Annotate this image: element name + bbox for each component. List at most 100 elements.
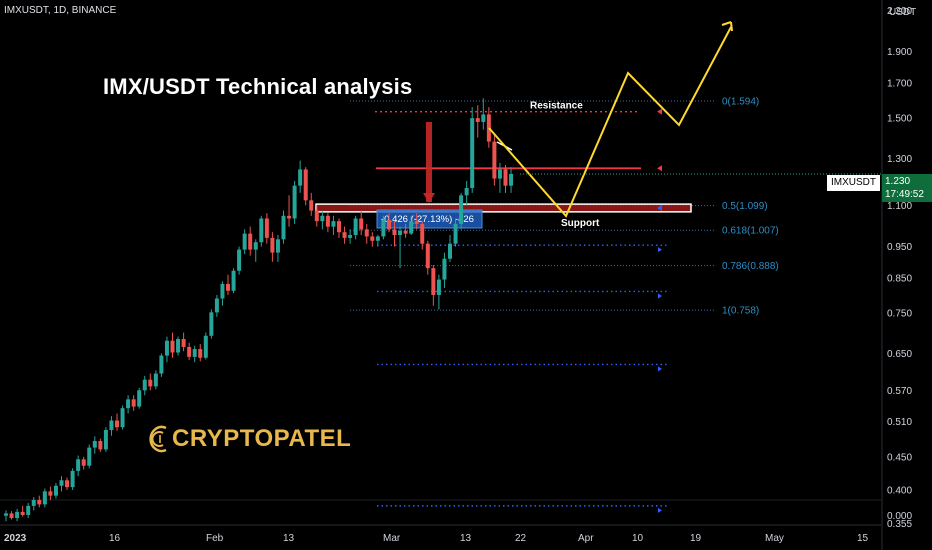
candle-body — [76, 459, 81, 471]
y-tick-label: 1.900 — [887, 47, 912, 58]
candle-body — [331, 221, 336, 227]
x-tick-label: Mar — [383, 533, 401, 544]
candle-body — [348, 235, 353, 238]
candle-body — [142, 379, 147, 391]
candle-body — [209, 312, 214, 336]
candle-body — [242, 233, 247, 250]
candle-body — [475, 118, 480, 122]
candle-body — [481, 114, 486, 122]
resistance-arrow-icon — [657, 108, 662, 115]
y-tick-label: 0.000 — [887, 511, 912, 522]
candle-body — [170, 340, 175, 353]
y-tick-label: 0.570 — [887, 386, 912, 397]
y-tick-label: 2.200 — [887, 6, 912, 17]
measure-label: -0.426 (-27.13%) -426 — [381, 214, 474, 225]
candle-body — [259, 218, 264, 243]
candle-body — [309, 200, 314, 211]
axis-currency: USDT — [889, 7, 916, 18]
candle-body — [492, 141, 497, 179]
price-tag-symbol: IMXUSDT — [827, 175, 880, 191]
candle-body — [409, 221, 414, 234]
candle-body — [292, 185, 297, 219]
candle-body — [381, 219, 386, 237]
y-tick-label: 0.400 — [887, 485, 912, 496]
candle-body — [59, 480, 64, 486]
x-tick-label: Feb — [206, 533, 224, 544]
candle-body — [131, 399, 136, 407]
symbol-label: IMXUSDT, 1D, BINANCE — [4, 5, 117, 16]
candle-body — [342, 232, 347, 238]
y-tick-label: 0.850 — [887, 273, 912, 284]
x-tick-label: 19 — [690, 533, 702, 544]
candle-body — [109, 420, 114, 431]
x-tick-label: 2023 — [4, 533, 27, 544]
candle-body — [231, 270, 236, 291]
y-tick-label: 0.650 — [887, 349, 912, 360]
candle-body — [370, 236, 375, 241]
candle-body — [503, 169, 508, 186]
candle-body — [126, 399, 131, 409]
candle-body — [226, 283, 230, 291]
price-tag-value: 1.230 — [885, 176, 911, 187]
candle-body — [53, 485, 58, 496]
candle-body — [325, 215, 330, 227]
candle-body — [153, 373, 158, 387]
candle-body — [164, 340, 169, 356]
candle-body — [425, 243, 430, 269]
x-tick-label: Apr — [578, 533, 594, 544]
candle-body — [453, 223, 458, 244]
last-price-tag: IMXUSDT 1.230 17:49:52 — [827, 174, 932, 202]
resistance-label: Resistance — [530, 101, 583, 112]
candle-body — [364, 229, 369, 237]
candle-body — [459, 195, 464, 224]
candle-body — [264, 218, 269, 238]
support-arrow-icon — [657, 204, 662, 211]
projection-path — [488, 26, 732, 218]
candle-body — [176, 339, 181, 353]
candle-body — [120, 408, 125, 428]
candle-body — [70, 470, 75, 488]
y-tick-label: 0.750 — [887, 309, 912, 320]
x-tick-label: 16 — [109, 533, 121, 544]
x-tick-label: 13 — [283, 533, 295, 544]
candle-body — [320, 215, 325, 222]
candle-body — [81, 459, 86, 466]
candle-body — [353, 218, 358, 236]
x-tick-label: 22 — [515, 533, 527, 544]
candle-body — [98, 441, 103, 450]
fib-level-label: 0.786(0.888) — [722, 261, 779, 272]
y-tick-label: 0.355 — [887, 519, 912, 530]
fib-level-label: 0(1.594) — [722, 97, 759, 108]
candle-body — [42, 491, 47, 505]
candle-body — [187, 346, 192, 357]
y-tick-label: 0.950 — [887, 242, 912, 253]
x-tick-label: 13 — [460, 533, 472, 544]
fib-level-label: 1(0.758) — [722, 306, 759, 317]
y-tick-label: 1.700 — [887, 78, 912, 89]
candle-body — [509, 173, 514, 186]
candle-body — [159, 355, 164, 374]
candle-body — [414, 221, 419, 224]
price-tag-box: 1.230 17:49:52 — [882, 174, 932, 202]
y-tick-label: 1.500 — [887, 114, 912, 125]
candle-body — [464, 188, 469, 196]
x-tick-label: 10 — [632, 533, 644, 544]
candle-body — [203, 335, 208, 358]
support-zone — [315, 203, 692, 213]
candle-body — [37, 499, 42, 505]
candle-body — [386, 219, 391, 230]
candle-body — [92, 441, 97, 448]
candle-body — [115, 420, 119, 428]
candle-body — [497, 169, 502, 179]
candle-body — [486, 114, 491, 142]
candle-body — [287, 215, 292, 219]
candle-body — [65, 480, 70, 488]
candle-body — [214, 298, 219, 313]
candle-body — [181, 339, 186, 347]
fib-arrow-icon — [658, 293, 662, 299]
candle-body — [314, 210, 319, 222]
candle-body — [270, 237, 275, 253]
measure-arrow-icon — [423, 193, 435, 203]
candle-body — [137, 390, 142, 407]
